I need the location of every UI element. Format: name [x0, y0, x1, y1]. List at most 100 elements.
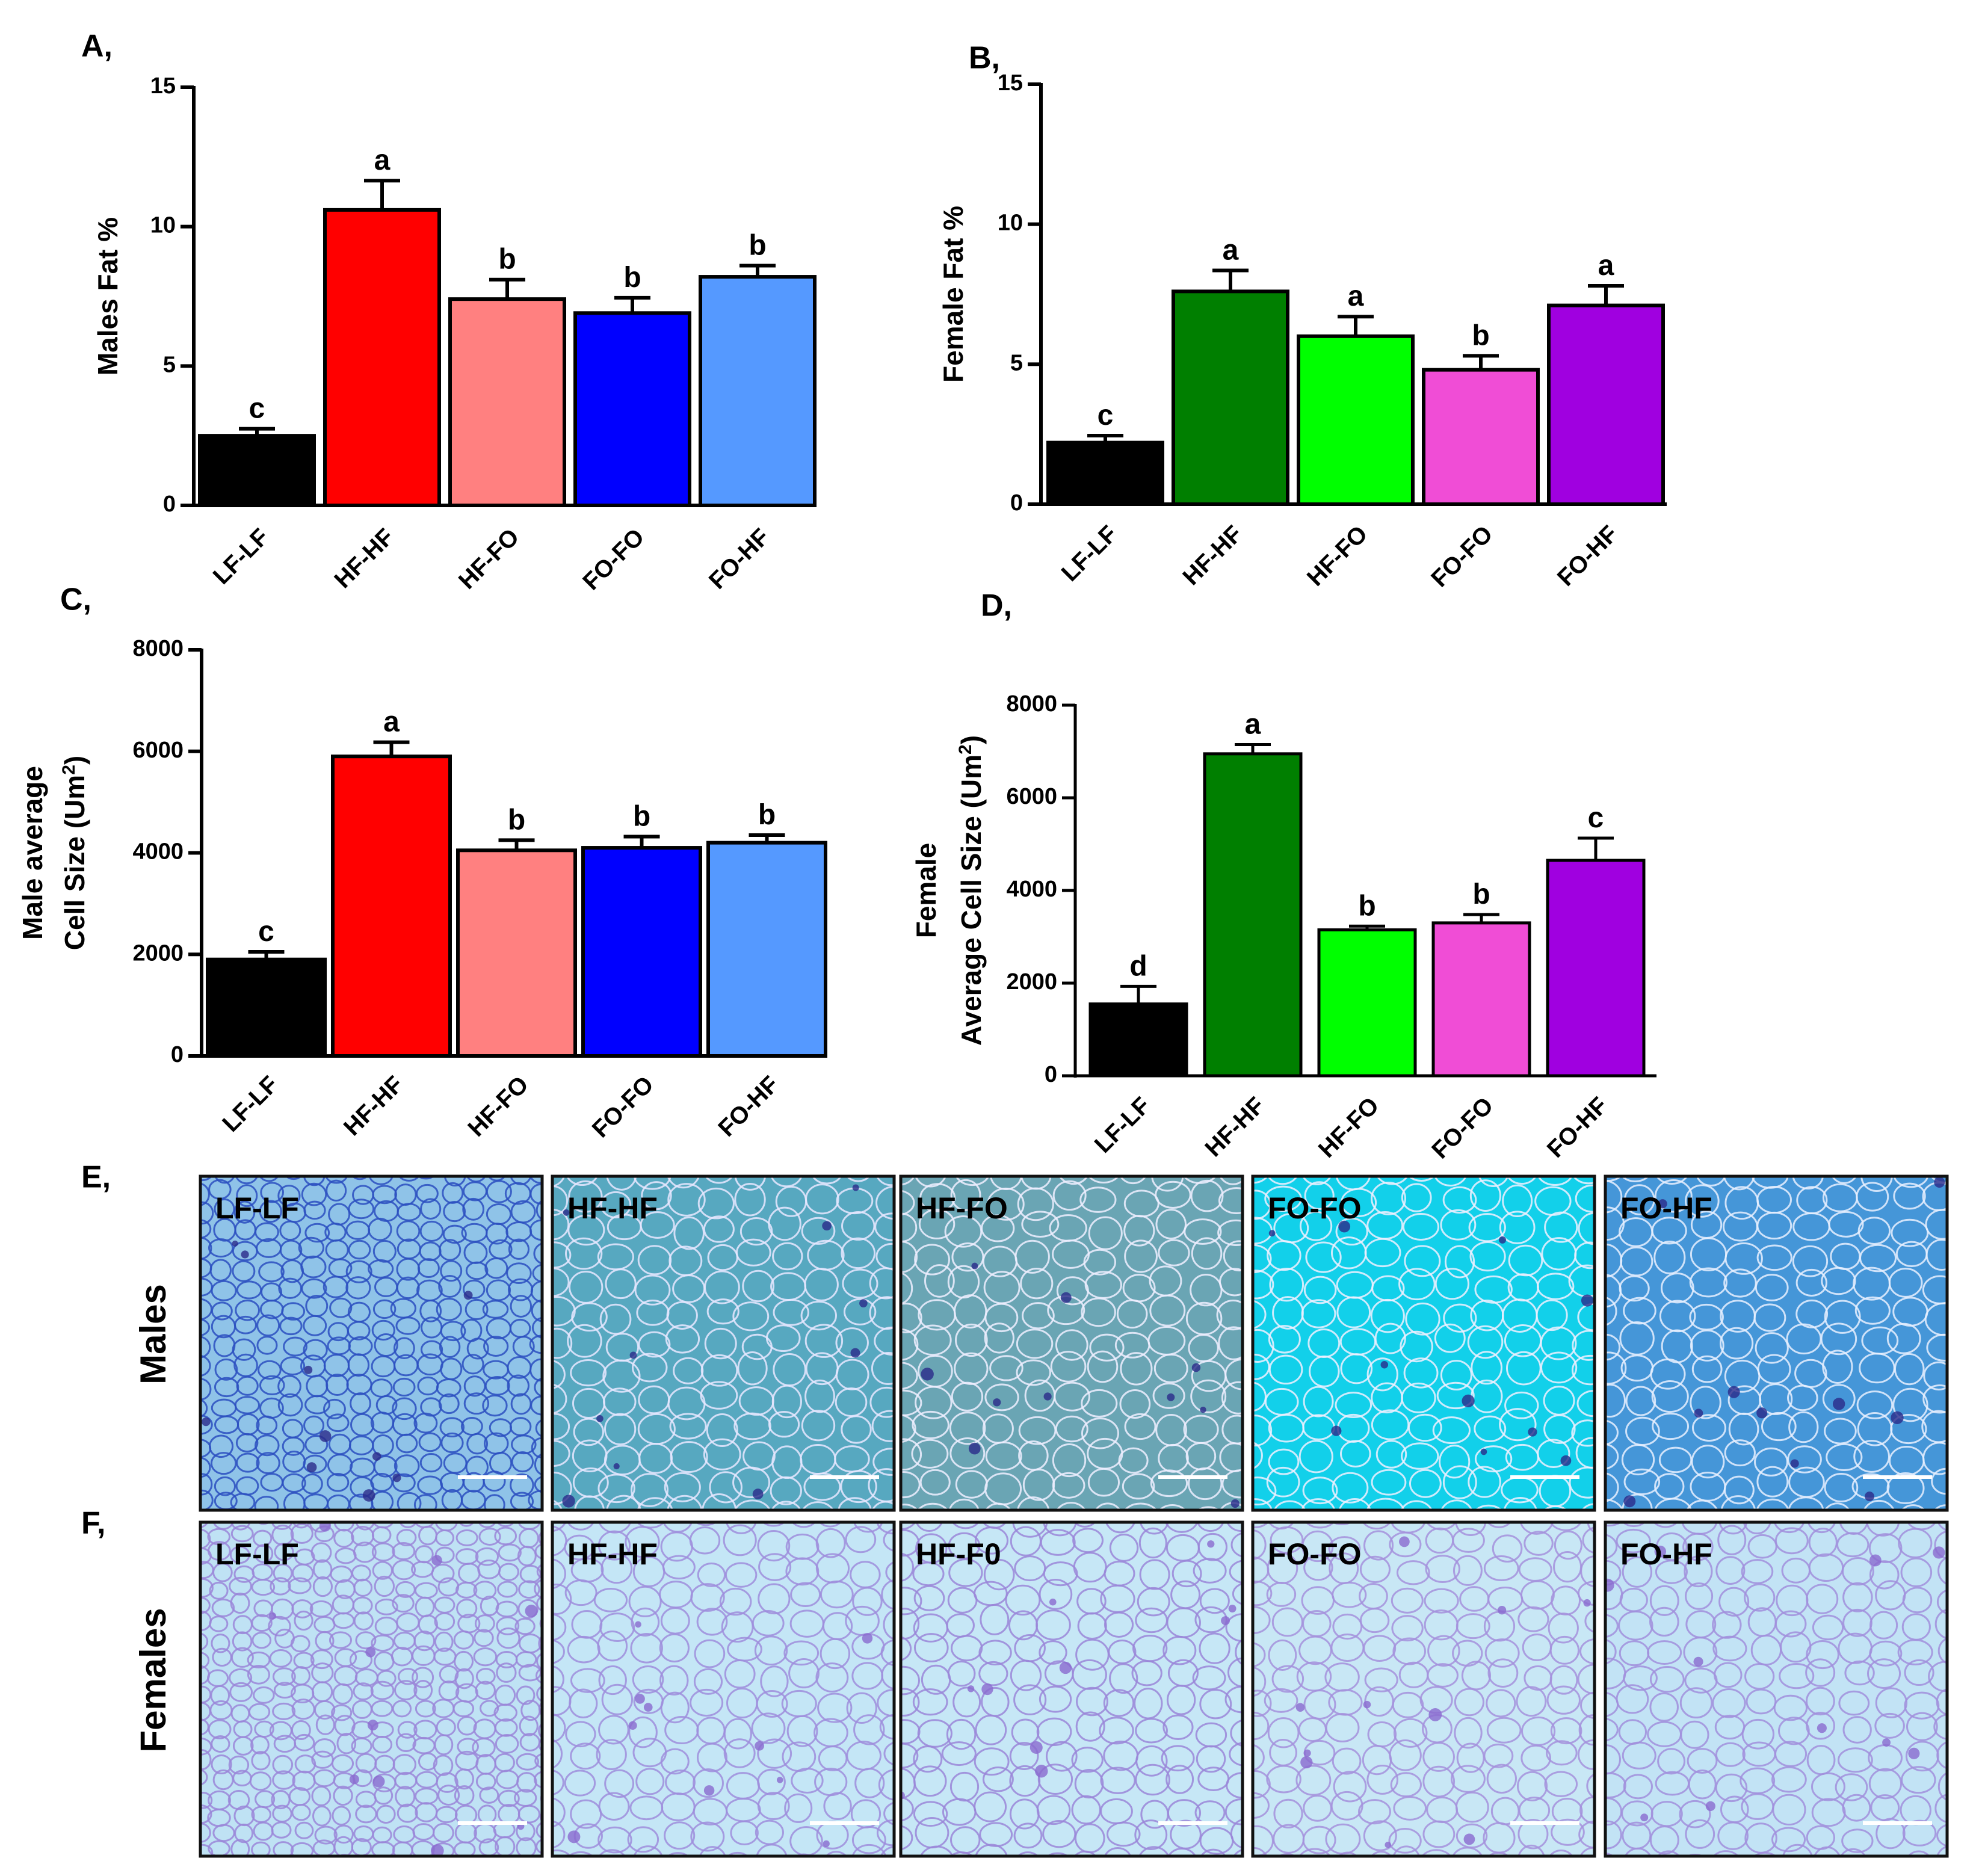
significance-letter: b [498, 244, 516, 276]
adipocyte-outline [252, 1529, 273, 1547]
adipocyte-outline [229, 1682, 253, 1702]
adipocyte-outline [1723, 1176, 1755, 1191]
adipocyte-outline [1572, 1176, 1595, 1185]
adipocyte-outline [1434, 1176, 1467, 1187]
adipocyte-outline [394, 1454, 420, 1478]
adipocyte-outline [395, 1859, 416, 1876]
bar-fo-fo [1422, 368, 1540, 507]
adipocyte-outline [1468, 1213, 1506, 1242]
nucleus-stain [269, 1612, 276, 1620]
adipocyte-outline [392, 1377, 416, 1397]
adipocyte-outline [768, 1206, 801, 1241]
adipocyte-outline [1191, 1237, 1223, 1270]
adipocyte-outline [573, 1418, 605, 1446]
adipocyte-outline [1218, 1268, 1243, 1297]
adipocyte-outline [1822, 1384, 1856, 1414]
adipocyte-outline [1898, 1528, 1933, 1558]
adipocyte-outline [229, 1546, 250, 1564]
adipocyte-outline [1753, 1303, 1786, 1332]
adipocyte-outline [1139, 1559, 1170, 1590]
bar-fo-hf [699, 275, 817, 507]
adipocyte-outline [1572, 1330, 1595, 1361]
adipocyte-outline [1549, 1522, 1582, 1531]
adipocyte-outline [1359, 1555, 1391, 1584]
adipocyte-outline [1890, 1414, 1927, 1445]
adipocyte-outline [1754, 1447, 1788, 1477]
nucleus-stain [431, 1844, 444, 1856]
adipocyte-outline [277, 1393, 303, 1417]
adipocyte-outline [419, 1220, 444, 1242]
adipocyte-outline [700, 1381, 738, 1410]
adipocyte-outline [574, 1495, 605, 1510]
adipocyte-outline [519, 1715, 539, 1736]
nucleus-stain [1693, 1656, 1703, 1667]
y-axis-title: Female Fat % [937, 206, 969, 383]
adipocyte-outline [1363, 1820, 1397, 1851]
adipocyte-outline [1961, 1248, 1979, 1274]
adipocyte-outline [641, 1181, 672, 1211]
micrograph-label: FO-FO [1268, 1537, 1362, 1571]
bar-fo-fo [1431, 921, 1531, 1078]
adipocyte-outline [815, 1662, 849, 1692]
adipocyte-outline [301, 1182, 327, 1206]
adipocyte-outline [637, 1497, 673, 1510]
micrograph-label: HF-HF [567, 1191, 658, 1225]
adipocyte-outline [1516, 1686, 1547, 1717]
adipocyte-outline [869, 1386, 894, 1418]
adipocyte-outline [1806, 1712, 1835, 1740]
adipocyte-outline [466, 1338, 489, 1360]
adipocyte-outline [295, 1858, 313, 1874]
nucleus-stain [1865, 1492, 1875, 1501]
adipocyte-outline [768, 1410, 800, 1438]
adipocyte-outline [256, 1415, 278, 1436]
adipocyte-outline [913, 1745, 943, 1773]
nucleus-stain [1295, 1703, 1305, 1712]
adipocyte-outline [1253, 1580, 1273, 1606]
adipocyte-outline [478, 1528, 501, 1546]
adipocyte-outline [1253, 1770, 1271, 1799]
nucleus-stain [1043, 1392, 1052, 1401]
adipocyte-outline [304, 1147, 324, 1165]
adipocyte-outline [1888, 1267, 1923, 1298]
adipocyte-outline [1151, 1176, 1184, 1192]
adipocyte-outline [1227, 1657, 1243, 1688]
nucleus-stain [752, 1489, 764, 1500]
bar-lf-lf [206, 957, 327, 1058]
adipocyte-outline [1123, 1502, 1158, 1510]
adipocyte-outline [841, 1211, 875, 1241]
adipocyte-outline [709, 1471, 743, 1504]
adipocyte-outline [918, 1208, 956, 1239]
adipocyte-outline [913, 1585, 945, 1611]
adipocyte-outline [235, 1299, 261, 1321]
adipocyte-outline [1685, 1582, 1714, 1610]
nucleus-stain [392, 1473, 401, 1483]
adipocyte-outline [1072, 1659, 1107, 1690]
adipocyte-outline [913, 1633, 949, 1662]
adipocyte-outline [1717, 1821, 1749, 1850]
adipocyte-outline [496, 1616, 520, 1635]
adipocyte-outline [436, 1857, 455, 1873]
adipocyte-outline [315, 1714, 335, 1735]
adipocyte-outline [854, 1768, 885, 1798]
adipocyte-outline [303, 1339, 328, 1361]
adipocyte-outline [1087, 1176, 1120, 1184]
adipocyte-outline [1831, 1176, 1857, 1184]
nucleus-stain [1908, 1747, 1920, 1759]
adipocyte-outline [395, 1733, 416, 1753]
adipocyte-outline [490, 1145, 511, 1165]
adipocyte-outline [951, 1635, 983, 1662]
adipocyte-outline [1550, 1717, 1582, 1745]
adipocyte-outline [690, 1583, 725, 1612]
adipocyte-outline [733, 1412, 771, 1440]
adipocyte-outline [952, 1686, 981, 1718]
x-category-label: HF-FO [1314, 1092, 1385, 1163]
adipocyte-outline [211, 1301, 233, 1321]
adipocyte-outline [170, 1381, 190, 1398]
micrograph-fo-fo: FO-FO [1251, 1174, 1596, 1512]
adipocyte-outline [282, 1473, 306, 1493]
adipocyte-outline [697, 1187, 735, 1220]
adipocyte-outline [1717, 1525, 1747, 1555]
adipocyte-outline [1605, 1419, 1619, 1446]
adipocyte-outline [598, 1849, 626, 1856]
adipocyte-outline [1844, 1660, 1875, 1686]
